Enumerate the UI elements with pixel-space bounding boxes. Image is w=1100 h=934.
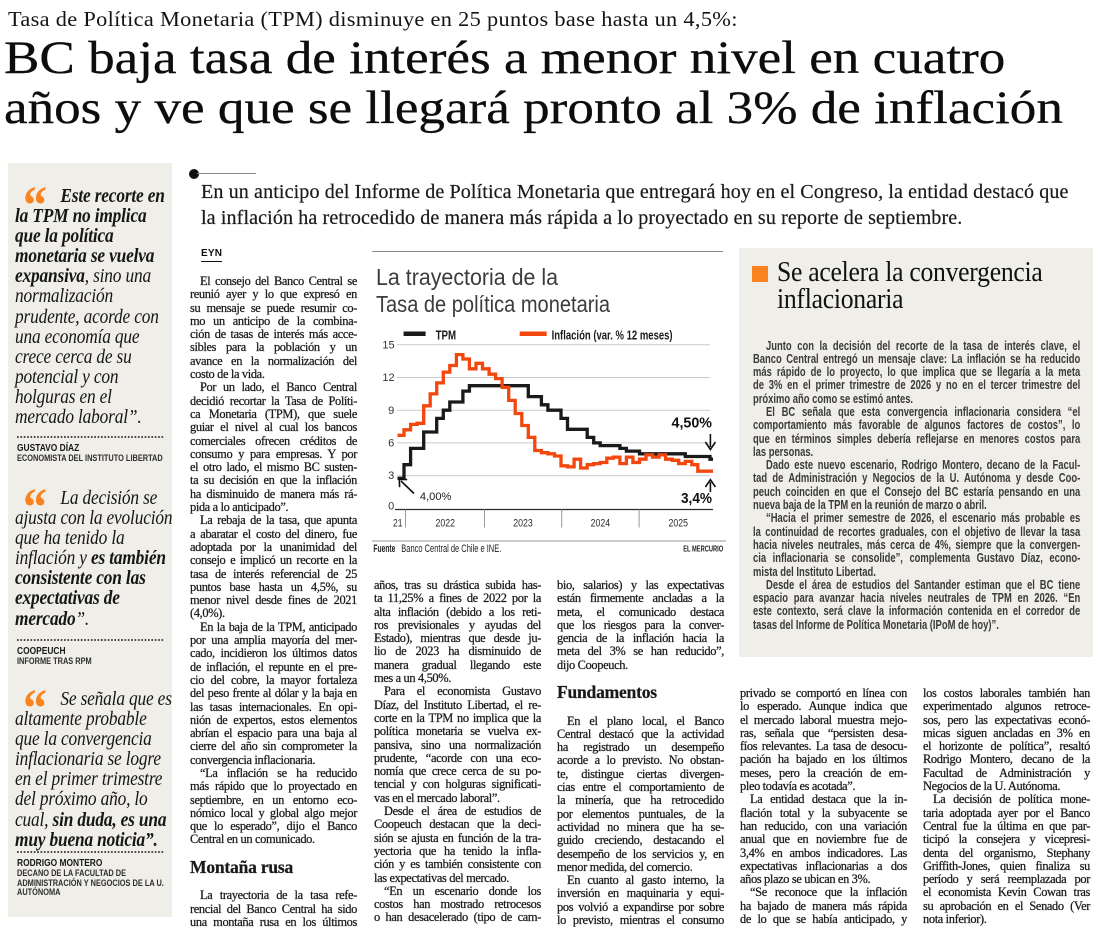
svg-text:La trayectoria de la: La trayectoria de la: [376, 264, 558, 290]
svg-text:2022: 2022: [436, 518, 456, 530]
svg-text:0: 0: [388, 501, 394, 513]
svg-text:Tasa de política monetaria: Tasa de política monetaria: [376, 291, 610, 317]
svg-text:6: 6: [388, 438, 394, 450]
svg-text:4,50%: 4,50%: [672, 416, 713, 432]
svg-text:9: 9: [388, 405, 394, 417]
svg-text:Fuente: Fuente: [373, 543, 395, 555]
svg-text:2023: 2023: [513, 518, 533, 530]
svg-text:3: 3: [388, 470, 394, 482]
svg-text:2024: 2024: [591, 518, 611, 530]
svg-text:EL MERCURIO: EL MERCURIO: [683, 544, 723, 554]
svg-text:12: 12: [382, 372, 394, 384]
svg-text:21: 21: [393, 518, 403, 530]
svg-text:15: 15: [382, 339, 394, 351]
svg-text:Inflación (var. % 12 meses): Inflación (var. % 12 meses): [552, 328, 673, 343]
svg-text:2025: 2025: [669, 518, 689, 530]
svg-text:Banco Central de Chile e INE.: Banco Central de Chile e INE.: [401, 543, 501, 555]
svg-text:3,4%: 3,4%: [681, 491, 712, 507]
svg-text:TPM: TPM: [436, 328, 457, 343]
svg-text:4,00%: 4,00%: [420, 491, 452, 503]
